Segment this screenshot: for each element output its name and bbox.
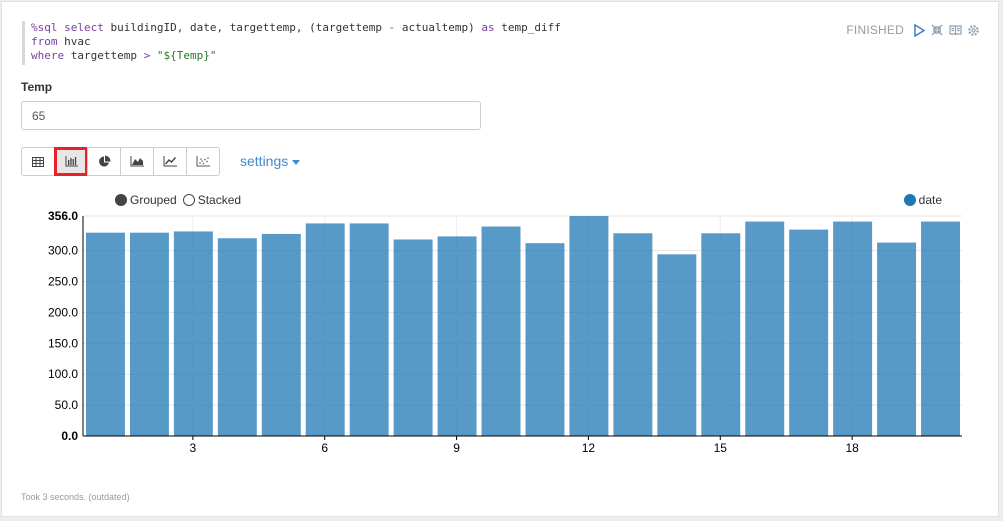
bar — [173, 231, 213, 436]
bar — [657, 254, 697, 436]
code-operator: - — [388, 21, 396, 34]
line-chart-view-button[interactable] — [153, 147, 187, 176]
bar — [217, 238, 257, 436]
bar — [86, 232, 125, 436]
y-tick-label: 356.0 — [48, 209, 78, 223]
y-tick-label: 0.0 — [61, 429, 78, 443]
settings-dropdown[interactable]: settings — [240, 153, 301, 169]
bar — [921, 221, 960, 436]
y-tick-label: 200.0 — [48, 305, 78, 319]
bar-chart: 0.0 50.0 100.0 150.0 200.0 250.0 300.0 356.0 3 6 9… — [48, 209, 962, 455]
bar — [877, 242, 917, 436]
chart-mode-selector: Grouped Stacked — [115, 193, 241, 207]
scatter-chart-view-button[interactable] — [186, 147, 220, 176]
temp-label: Temp — [21, 80, 53, 94]
code-text: temp_diff — [494, 21, 561, 34]
table-view-button[interactable] — [21, 147, 55, 176]
bar — [437, 236, 477, 436]
radio-filled-icon — [115, 194, 127, 206]
code-editor[interactable]: %sql select buildingID, date, targettemp… — [22, 21, 822, 65]
visualization-switcher — [21, 147, 220, 176]
code-text: buildingID, date, targettemp, (targettem… — [103, 21, 389, 34]
line-chart-icon — [163, 156, 177, 167]
pie-chart-icon — [98, 155, 111, 167]
stacked-radio[interactable]: Stacked — [182, 193, 242, 207]
status-label: FINISHED — [846, 23, 904, 37]
book-icon[interactable] — [948, 23, 962, 37]
temp-input[interactable] — [21, 101, 481, 130]
bar-chart-view-button[interactable] — [54, 147, 88, 176]
code-string: "${Temp}" — [150, 49, 217, 62]
legend-dot-icon — [903, 194, 916, 206]
scatter-chart-icon — [196, 156, 210, 167]
y-tick-label: 50.0 — [55, 398, 79, 412]
code-keyword: %sql select — [31, 21, 104, 34]
collapse-icon[interactable] — [930, 23, 944, 37]
bar — [833, 221, 873, 436]
legend-label: date — [918, 193, 942, 207]
bar — [613, 233, 653, 436]
code-keyword: from — [31, 35, 58, 48]
execution-footer: Took 3 seconds. (outdated) — [21, 492, 130, 502]
caret-down-icon — [292, 159, 301, 165]
grouped-label: Grouped — [130, 193, 177, 207]
bar — [349, 223, 389, 436]
stacked-label: Stacked — [197, 193, 242, 207]
code-text: hvac — [57, 35, 91, 48]
x-tick-label: 15 — [714, 441, 728, 455]
x-tick-label: 12 — [582, 441, 596, 455]
bar — [481, 226, 521, 436]
x-tick-label: 9 — [453, 441, 460, 455]
settings-label: settings — [240, 153, 289, 169]
code-keyword: as — [481, 21, 495, 34]
paragraph-toolbar: FINISHED — [846, 23, 980, 37]
area-chart-view-button[interactable] — [120, 147, 154, 176]
x-tick-label: 18 — [845, 441, 859, 455]
gear-icon[interactable] — [966, 23, 980, 37]
code-text: actualtemp) — [395, 21, 482, 34]
area-chart-icon — [130, 156, 144, 167]
bar — [305, 223, 345, 436]
code-operator: > — [143, 49, 151, 62]
bar — [393, 239, 433, 436]
radio-empty-icon — [182, 194, 195, 206]
bar — [261, 233, 301, 436]
chart-legend[interactable]: date — [903, 193, 942, 207]
pie-chart-view-button[interactable] — [87, 147, 121, 176]
code-text: targettemp — [64, 49, 144, 62]
bar — [525, 243, 565, 436]
code-keyword: where — [31, 49, 65, 62]
y-tick-label: 150.0 — [48, 336, 78, 350]
bar — [701, 233, 741, 436]
grouped-radio[interactable]: Grouped — [115, 193, 177, 207]
bar — [745, 221, 785, 436]
table-icon — [32, 156, 44, 167]
run-icon[interactable] — [912, 23, 926, 37]
x-tick-label: 3 — [190, 441, 197, 455]
x-tick-label: 6 — [321, 441, 328, 455]
y-tick-label: 100.0 — [48, 367, 78, 381]
bar — [129, 232, 169, 436]
bar — [569, 216, 609, 436]
bar — [789, 229, 829, 436]
bar-chart-icon — [65, 156, 78, 167]
y-tick-label: 300.0 — [48, 244, 78, 258]
y-tick-label: 250.0 — [48, 275, 78, 289]
